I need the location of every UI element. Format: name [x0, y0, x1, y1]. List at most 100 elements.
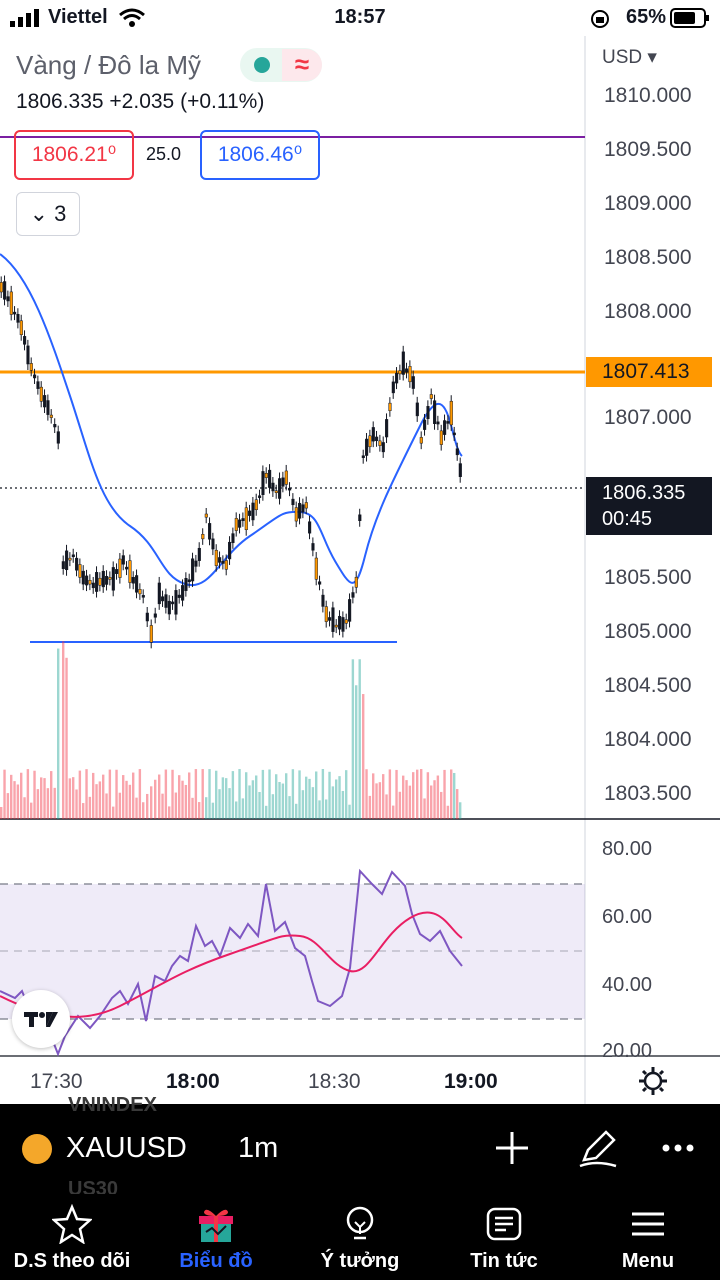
volume-bar	[251, 780, 255, 819]
volume-bar	[328, 771, 331, 819]
candle-body	[458, 463, 462, 477]
volume-bar	[125, 780, 128, 819]
candle-body	[49, 414, 53, 418]
candle-body	[153, 613, 157, 618]
tradingview-logo[interactable]	[12, 990, 70, 1048]
candle-body	[411, 376, 415, 389]
nav-chart[interactable]: Biểu đồ	[144, 1194, 288, 1280]
volume-bar	[171, 769, 174, 819]
market-status-pill[interactable]: ≈	[240, 48, 322, 82]
chevron-down-icon: ⌄	[29, 201, 49, 226]
candle-body	[284, 470, 288, 485]
candle-body	[95, 572, 99, 592]
candle-body	[171, 601, 175, 605]
volume-bar	[375, 783, 378, 819]
price-change: 1806.335 +2.035 (+0.11%)	[16, 90, 265, 113]
volume-bar	[440, 791, 443, 819]
chart-canvas[interactable]	[0, 36, 720, 1104]
current-price: 1806.335	[602, 482, 686, 504]
candle-body	[449, 400, 453, 426]
price-axis-label: 1810.000	[604, 84, 692, 107]
volume-bar	[154, 779, 157, 819]
volume-bar	[211, 802, 215, 819]
time-label: 19:00	[444, 1070, 498, 1093]
nav-news[interactable]: Tin tức	[432, 1194, 576, 1280]
candle-body	[61, 561, 65, 569]
volume-bar	[258, 792, 261, 819]
volume-bar	[388, 769, 392, 819]
volume-bar	[238, 769, 241, 819]
volume-bar	[426, 772, 430, 819]
moving-average-line	[0, 253, 463, 587]
volume-bar	[395, 769, 398, 819]
volume-bar	[398, 791, 402, 819]
candle-body	[157, 582, 161, 605]
candle-body	[78, 564, 82, 578]
volume-bar	[174, 792, 178, 819]
sell-button[interactable]: 1806.21⁰	[14, 130, 134, 180]
price-axis-label: 1804.000	[604, 728, 692, 751]
orientation-lock-icon	[591, 10, 609, 28]
candle-body	[426, 406, 430, 420]
volume-bar	[30, 802, 33, 819]
drawing-pen-icon[interactable]	[576, 1126, 620, 1170]
volume-bar	[355, 685, 358, 819]
gold-symbol-icon	[22, 1134, 52, 1164]
status-bar: Viettel 18:57 65%	[0, 0, 720, 36]
settings-gear-icon[interactable]	[636, 1064, 670, 1098]
volume-bar	[235, 801, 238, 819]
candle-body	[0, 282, 3, 293]
chart-area[interactable]: Vàng / Đô la Mỹ ≈ 1806.335 +2.035 (+0.11…	[0, 36, 720, 1104]
indicators-toggle-button[interactable]: ⌄ 3	[16, 192, 80, 236]
candle-body	[452, 432, 456, 436]
volume-bar	[295, 803, 298, 819]
volume-bar	[348, 804, 351, 819]
time-label: 18:00	[166, 1070, 220, 1093]
nav-ideas[interactable]: Ý tưởng	[288, 1194, 432, 1280]
volume-bar	[331, 786, 335, 819]
candle-body	[181, 585, 185, 601]
volume-bar	[443, 769, 446, 819]
orange-price-marker: 1807.413	[586, 357, 712, 387]
price-axis-label: 1808.000	[604, 300, 692, 323]
candle-body	[351, 592, 355, 598]
nav-menu[interactable]: Menu	[576, 1194, 720, 1280]
candle-body	[314, 557, 318, 580]
volume-bar	[75, 789, 78, 819]
volume-bar	[385, 794, 388, 819]
rsi-line	[0, 868, 463, 1057]
candle-body	[85, 575, 89, 586]
symbol-title[interactable]: Vàng / Đô la Mỹ	[16, 50, 201, 80]
candle-body	[187, 579, 191, 583]
volume-bar	[122, 775, 125, 819]
volume-bar	[301, 790, 305, 819]
candle-body	[334, 624, 338, 628]
volume-bar	[201, 769, 204, 819]
volume-bar	[368, 795, 372, 819]
volume-bar	[158, 774, 161, 819]
nav-watchlist[interactable]: D.S theo dõi	[0, 1194, 144, 1280]
buy-button[interactable]: 1806.46⁰	[200, 130, 320, 180]
volume-bar	[285, 773, 288, 819]
volume-bar	[450, 769, 453, 819]
volume-bar	[456, 789, 459, 819]
volume-bar	[392, 805, 395, 819]
carrier-name: Viettel	[48, 6, 108, 28]
rsi-ma-line	[0, 911, 463, 1018]
candle-body	[88, 580, 92, 585]
currency-selector[interactable]: USD ▾	[602, 47, 657, 68]
volume-bar	[62, 641, 65, 819]
more-dots-icon[interactable]	[656, 1126, 700, 1170]
volume-bar	[82, 803, 85, 819]
candle-body	[111, 567, 115, 591]
volume-bar	[72, 777, 75, 819]
add-plus-icon[interactable]	[490, 1126, 534, 1170]
candle-body	[354, 576, 358, 588]
volume-bar	[78, 770, 82, 819]
interval-button[interactable]: 1m	[238, 1132, 279, 1164]
candle-body	[221, 561, 225, 564]
symbol-button[interactable]: XAUUSD	[66, 1132, 187, 1164]
news-icon	[486, 1207, 522, 1241]
candle-body	[311, 543, 315, 551]
candle-body	[19, 320, 23, 335]
